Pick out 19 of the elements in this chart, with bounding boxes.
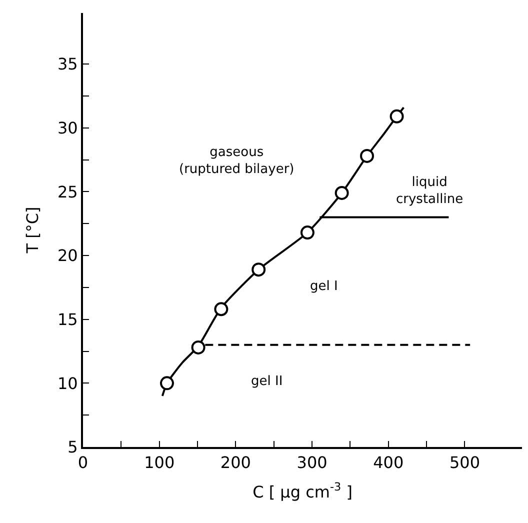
y-tick-label: 30 — [57, 118, 78, 138]
annotation: gaseous (ruptured bilayer) — [179, 145, 294, 177]
x-tick-label: 100 — [144, 453, 175, 472]
y-tick-label: 25 — [57, 182, 78, 202]
x-tick-label: 200 — [220, 453, 251, 472]
annotation: gel II — [251, 374, 283, 389]
x-tick-label: 400 — [373, 453, 404, 472]
y-tick-label: 35 — [57, 54, 78, 74]
annotation: liquid crystalline — [396, 175, 464, 207]
y-tick-label: 5 — [68, 438, 78, 457]
y-tick-label: 20 — [57, 246, 78, 266]
x-axis-title: C [ μg cm$^{-3}$ ] — [252, 480, 352, 502]
x-tick-label: 300 — [296, 453, 328, 472]
x-tick-label: 500 — [449, 453, 480, 472]
y-tick-label: 10 — [57, 374, 78, 393]
y-axis-title: T [°C] — [22, 206, 42, 254]
x-tick-label: 0 — [78, 453, 88, 472]
annotation: gel I — [310, 279, 338, 294]
y-tick-label: 15 — [57, 310, 78, 329]
